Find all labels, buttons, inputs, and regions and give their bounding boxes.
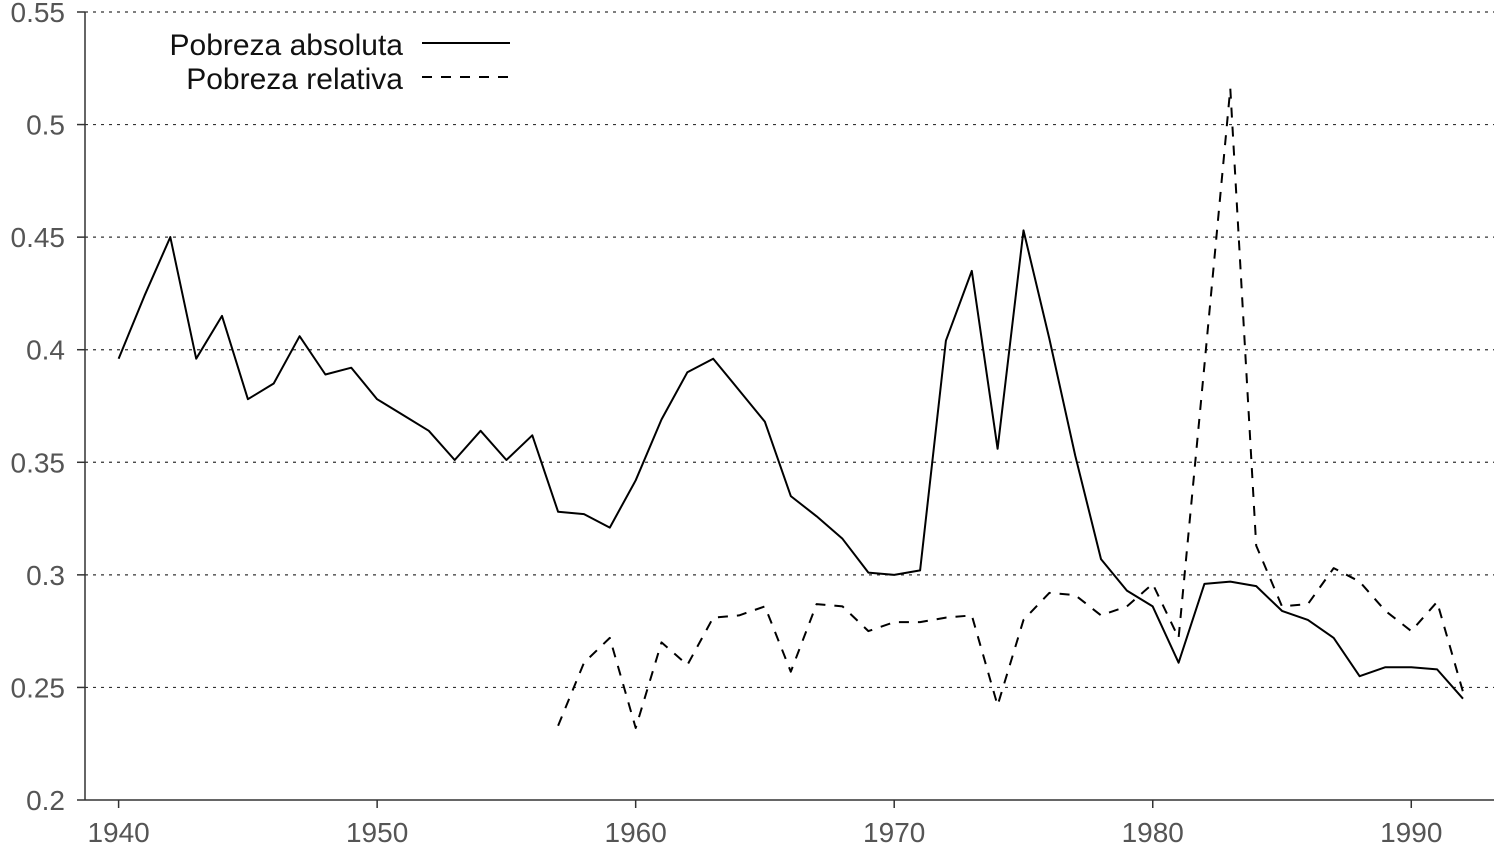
series-line-relativa [557, 87, 1464, 729]
y-tick-label: 0.2 [26, 785, 65, 816]
grid-lines [85, 11, 1494, 689]
x-tick-label: 1970 [863, 817, 925, 848]
y-tick-label: 0.35 [11, 447, 66, 478]
axes [84, 12, 1494, 801]
y-tick-label: 0.55 [11, 0, 66, 28]
legend: Pobreza absoluta Pobreza relativa [170, 29, 510, 96]
series-lines [117, 87, 1464, 729]
legend-label-relativa: Pobreza relativa [186, 63, 403, 96]
series-line-absoluta [117, 229, 1464, 700]
x-tick-label: 1980 [1122, 817, 1184, 848]
y-tick-label: 0.25 [11, 672, 66, 703]
y-tick-label: 0.5 [26, 110, 65, 141]
x-axis-ticks: 1940 1950 1960 1970 1980 1990 [87, 800, 1442, 848]
y-axis-ticks: 0.2 0.25 0.3 0.35 0.4 0.45 0.5 0.55 [11, 0, 85, 816]
x-tick-label: 1960 [605, 817, 667, 848]
legend-label-absoluta: Pobreza absoluta [170, 29, 404, 62]
y-tick-label: 0.45 [11, 222, 66, 253]
x-tick-label: 1990 [1380, 817, 1442, 848]
x-tick-label: 1950 [346, 817, 408, 848]
y-tick-label: 0.3 [26, 560, 65, 591]
x-tick-label: 1940 [87, 817, 149, 848]
y-tick-label: 0.4 [26, 335, 65, 366]
